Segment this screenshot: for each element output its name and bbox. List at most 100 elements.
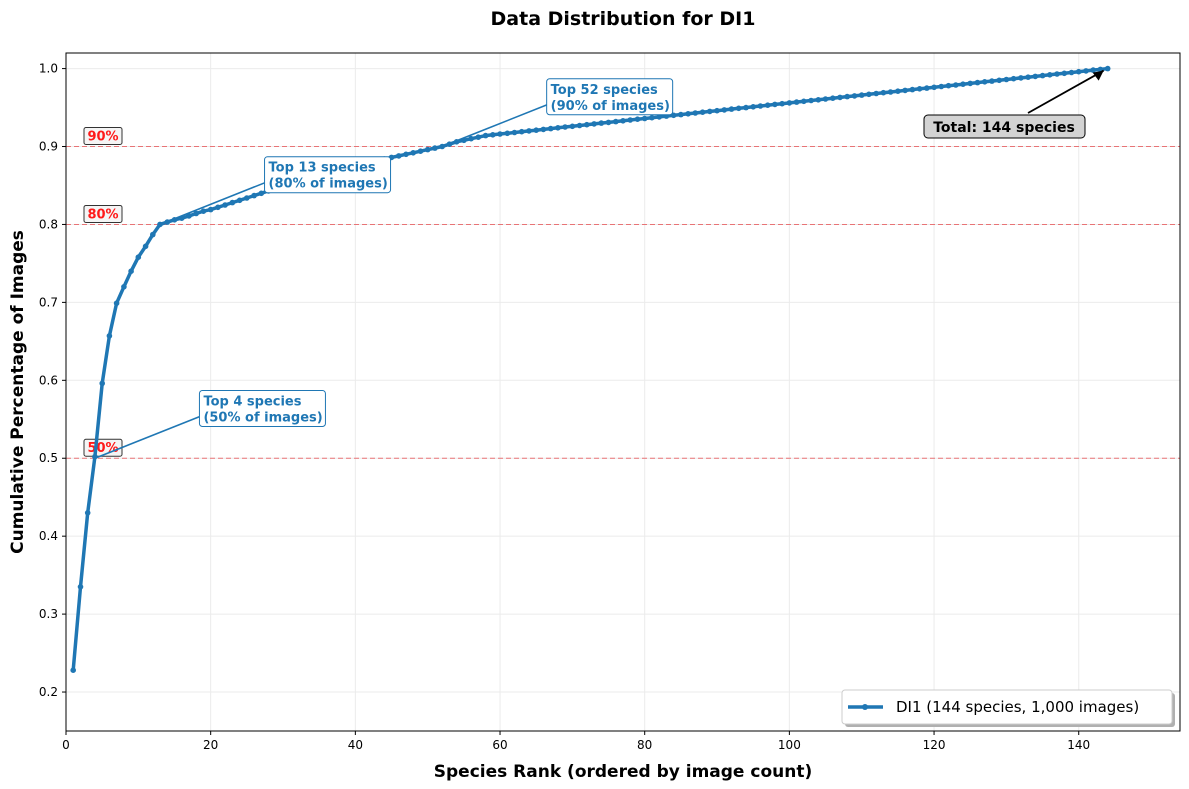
data-point [989,78,995,84]
data-point [960,81,966,87]
data-point [793,99,800,105]
data-point [106,333,113,339]
data-point [193,210,199,217]
data-point [699,109,706,115]
y-tick-label: 0.5 [39,451,58,465]
x-tick-label: 40 [348,738,363,752]
threshold-label: 80% [87,207,118,222]
threshold-label-box [83,127,123,146]
legend: DI1 (144 species, 1,000 images) [841,689,1175,727]
data-point [99,380,105,387]
callout-text-line: Top 52 species [551,83,658,98]
data-point [750,104,756,110]
data-point [808,97,814,104]
callout-text-line: Top 13 species [269,161,376,176]
data-point [186,213,192,219]
data-point [873,90,879,97]
x-tick-label: 100 [778,738,801,752]
data-point [779,100,785,107]
data-point [1039,72,1046,79]
data-point [815,97,822,103]
data-point [1010,75,1017,82]
data-point [707,108,713,115]
data-point [728,106,735,112]
threshold-label-group: 90% [83,127,123,146]
data-point [1075,68,1082,75]
y-axis-ticks: 0.2 0.3 0.4 0.5 0.6 0.7 0.8 0.9 1.0 [39,62,66,699]
data-point [84,510,91,516]
data-point [909,86,916,93]
data-point [222,202,228,208]
data-point [887,89,894,95]
data-point [605,119,612,126]
callout-arrow [94,412,208,459]
series-line [71,66,1108,671]
data-point [504,130,511,137]
callout-text-line: (90% of images) [551,99,670,114]
data-point [866,91,872,98]
data-point [562,124,568,130]
data-point [591,121,597,127]
callout-text-line: (50% of images) [203,410,322,425]
data-point [844,93,850,100]
data-point [916,86,923,92]
data-point [678,111,684,118]
callout-box [264,156,392,194]
data-point [880,89,887,96]
data-point [584,121,590,128]
data-point [77,584,84,590]
data-point [627,117,633,123]
threshold-label-group: 80% [83,204,123,223]
data-point [1032,73,1039,80]
data-point [721,107,728,113]
legend-entry-label: DI1 (144 species, 1,000 images) [896,698,1139,716]
data-point [468,135,474,142]
threshold-label: 90% [87,130,118,145]
y-tick-label: 1.0 [39,62,58,76]
data-point [981,79,988,85]
data-point [258,190,265,197]
data-point [837,94,843,101]
data-point [1018,75,1024,81]
threshold-label-group: 50% [83,438,123,457]
data-point [482,132,489,139]
data-point [215,204,221,211]
data-point [1061,70,1068,77]
data-point [772,101,778,108]
data-point [822,96,829,102]
data-point [656,114,662,120]
data-point [851,93,858,99]
total-arrow [1027,69,1105,114]
callout-annotation: Top 13 species(80% of images) [159,156,392,226]
x-tick-label: 80 [637,738,652,752]
data-point [1068,69,1075,76]
data-point [634,116,641,122]
data-point [417,148,424,154]
y-tick-label: 0.9 [39,140,58,154]
data-point [613,118,619,125]
data-point [1025,74,1031,80]
x-axis-label: Species Rank (ordered by image count) [434,762,813,782]
threshold-label-box [83,204,123,223]
data-point [540,126,547,133]
data-point [396,153,402,159]
data-point [475,134,482,140]
y-tick-label: 0.4 [39,529,58,543]
callout-text-line: (80% of images) [269,177,388,192]
y-axis-label: Cumulative Percentage of Images [8,230,28,554]
annotations: Top 4 species(50% of images) Top 13 speci… [94,69,1105,459]
x-tick-label: 20 [203,738,218,752]
y-tick-label: 0.2 [39,685,58,699]
data-point [244,195,250,201]
data-point [902,87,908,94]
total-arrowhead [1092,70,1104,81]
data-point [533,127,539,133]
data-point [157,221,163,228]
data-point [743,104,749,111]
data-point [576,122,583,129]
total-annotation: Total: 144 species [923,69,1105,139]
y-tick-label: 0.3 [39,607,58,621]
data-point [1083,68,1089,74]
callout-box [546,78,674,116]
